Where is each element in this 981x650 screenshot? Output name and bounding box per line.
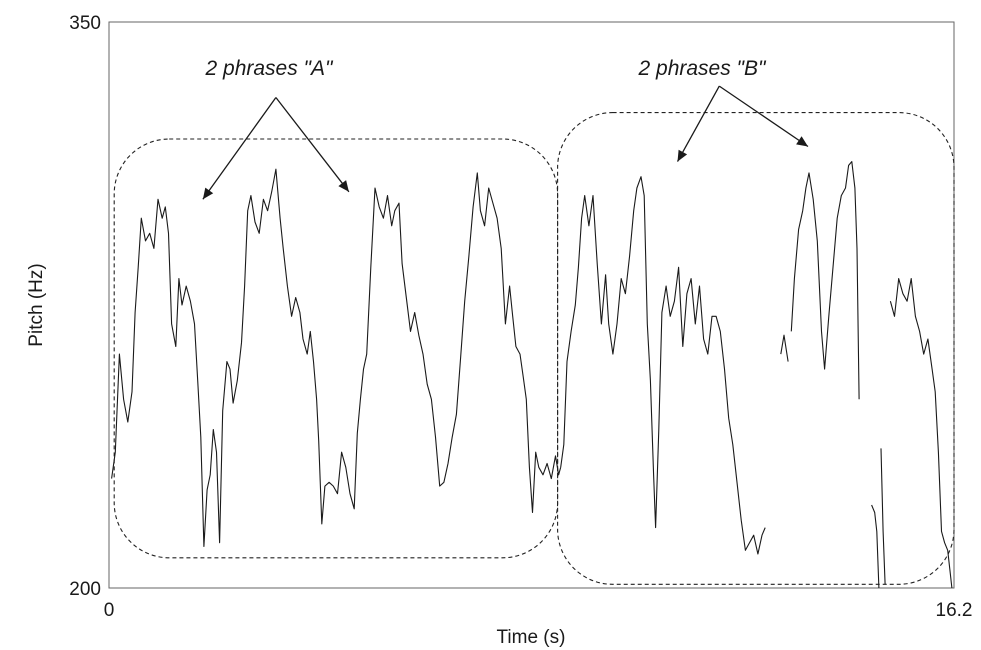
- annotation-arrow-2-1: [676, 85, 720, 162]
- y-tick-label-min: 200: [69, 579, 101, 600]
- region-phrases-b: [557, 112, 955, 585]
- arrowhead-1-2: [338, 180, 349, 192]
- pitch-segment-6: [880, 448, 886, 585]
- x-tick-label-max: 16.2: [936, 600, 973, 621]
- annotation-label-b: 2 phrases "B": [638, 57, 768, 80]
- dashed-region-box-2: [557, 112, 955, 585]
- x-tick-label-min: 0: [104, 600, 115, 621]
- annotation-arrow-1-1: [202, 97, 277, 200]
- arrowhead-1-1: [202, 187, 214, 200]
- annotation-arrow-1-2: [275, 97, 350, 193]
- pitch-segment-4: [790, 161, 860, 400]
- annotation-label-a: 2 phrases "A": [205, 57, 335, 80]
- pitch-line: [111, 161, 953, 589]
- pitch-segment-2: [560, 176, 766, 555]
- plot-frame: [108, 21, 955, 589]
- dashed-region-box-1: [113, 138, 559, 559]
- pitch-segment-5: [871, 504, 880, 589]
- y-tick-label-max: 350: [69, 13, 101, 34]
- annotation-arrows: [202, 85, 809, 200]
- pitch-segment-3: [780, 334, 789, 362]
- y-axis-title: Pitch (Hz): [26, 263, 47, 346]
- annotation-arrow-2-2: [718, 85, 809, 148]
- region-phrases-a: [113, 138, 559, 559]
- pitch-segment-1: [111, 168, 562, 548]
- arrowhead-2-1: [677, 149, 688, 162]
- x-axis-title: Time (s): [497, 627, 566, 648]
- pitch-segment-7: [889, 278, 953, 589]
- arrowhead-2-2: [796, 136, 808, 147]
